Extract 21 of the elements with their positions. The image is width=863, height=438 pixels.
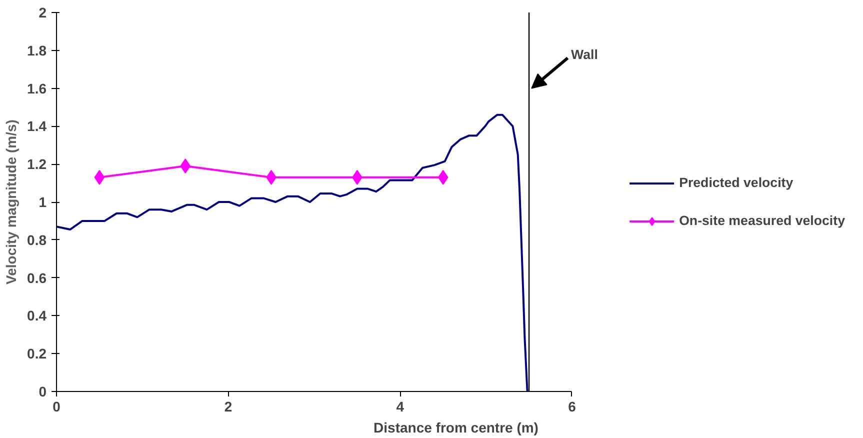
y-tick-label: 0 xyxy=(38,384,47,400)
y-tick-label: 0.2 xyxy=(27,346,47,362)
legend-label: Predicted velocity xyxy=(679,175,794,190)
y-tick-label: 2 xyxy=(38,4,47,20)
y-tick-label: 0.6 xyxy=(27,270,47,286)
legend-label: On-site measured velocity xyxy=(679,213,845,228)
x-tick-label: 0 xyxy=(52,398,61,414)
line-series xyxy=(56,114,528,392)
ref-line-label: Wall xyxy=(571,46,598,62)
y-tick-label: 1.2 xyxy=(27,156,47,172)
x-tick-label: 2 xyxy=(224,398,232,414)
x-axis-title: Distance from centre (m) xyxy=(374,420,538,436)
y-tick-label: 1 xyxy=(38,194,47,210)
y-tick-label: 1.4 xyxy=(27,118,47,134)
y-tick-label: 1.6 xyxy=(27,80,47,96)
x-tick-label: 4 xyxy=(396,398,404,414)
y-tick-label: 0.8 xyxy=(27,232,47,248)
y-tick-label: 1.8 xyxy=(27,42,47,58)
y-axis-title: Velocity magnitude (m/s) xyxy=(3,120,20,284)
y-tick-label: 0.4 xyxy=(27,308,47,324)
x-tick-label: 6 xyxy=(568,398,576,414)
